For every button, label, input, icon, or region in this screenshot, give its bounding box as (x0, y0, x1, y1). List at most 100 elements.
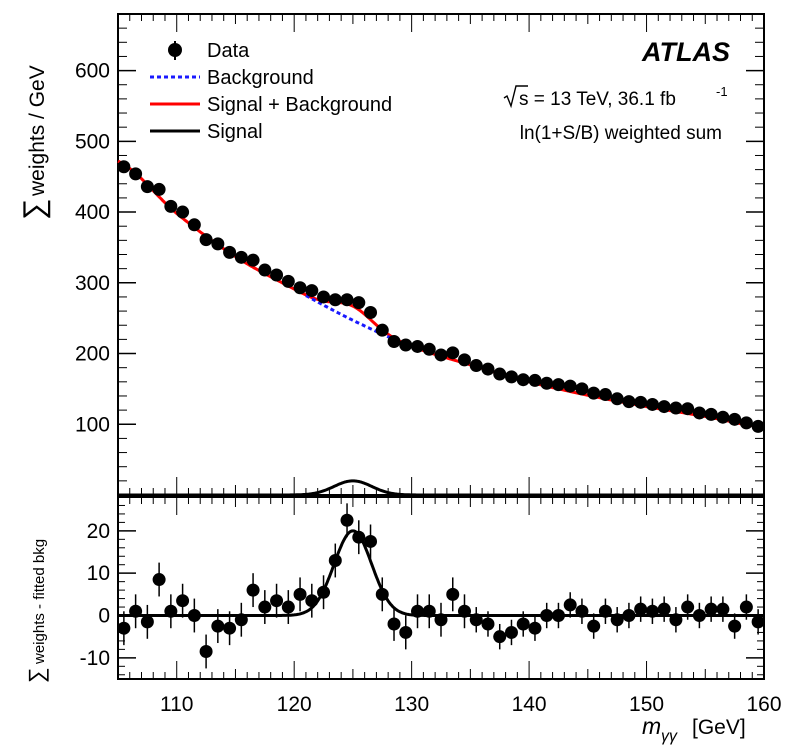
residual-y-axis-title: ∑ weights - fitted bkg (24, 539, 49, 683)
residual-point (199, 644, 213, 658)
residual-point (716, 602, 730, 616)
residual-point (681, 600, 695, 614)
x-axis-title: m γγ [GeV] (642, 713, 746, 745)
residual-point (575, 604, 589, 618)
residual-y-tick-label: 20 (87, 520, 110, 543)
main-axis-ticks: 100 200 300 400 500 600 (75, 14, 765, 495)
legend: Data Background Signal + Background Sign… (150, 40, 392, 143)
residual-point (551, 609, 565, 623)
data-point (446, 346, 460, 360)
data-point (681, 402, 695, 416)
legend-background-label: Background (207, 67, 314, 89)
x-axis-symbol: m (642, 713, 661, 739)
x-tick-label: 120 (277, 693, 312, 716)
residual-point (422, 604, 436, 618)
data-point (528, 373, 542, 387)
residual-point (516, 617, 530, 631)
x-tick-label: 160 (746, 693, 781, 716)
residual-point (317, 585, 331, 599)
residual-y-tick-label: 10 (87, 562, 110, 585)
data-point (375, 323, 389, 337)
data-point (657, 400, 671, 414)
data-point (457, 353, 471, 367)
residual-curves (118, 529, 764, 617)
residual-point (364, 534, 378, 548)
data-point (704, 407, 718, 421)
data-point (293, 281, 307, 295)
signal-plus-background-curve (117, 159, 765, 429)
residual-point (504, 625, 518, 639)
residual-point (234, 613, 248, 627)
data-point (493, 367, 507, 381)
residual-point (493, 630, 507, 644)
data-point (223, 245, 237, 259)
data-point (258, 263, 272, 277)
residual-point (281, 600, 295, 614)
residual-signal-curve (118, 529, 764, 617)
data-point (540, 376, 554, 390)
residual-axis-ticks: -10 0 10 20 110 120 130 140 150 160 (80, 497, 782, 716)
residual-point (176, 594, 190, 608)
residual-point (704, 602, 718, 616)
residual-y-sum-symbol: ∑ (24, 667, 49, 683)
main-y-sum-symbol: ∑ (18, 199, 51, 220)
residual-point (669, 613, 683, 627)
energy-lumi-text: s = 13 TeV, 36.1 fb (519, 89, 676, 110)
residual-point (610, 613, 624, 627)
main-y-tick-label: 200 (75, 343, 110, 366)
residual-point (258, 600, 272, 614)
data-point (352, 296, 366, 310)
residual-point (411, 604, 425, 618)
residual-point (211, 619, 225, 633)
legend-data-marker (168, 43, 182, 57)
main-y-tick-label: 300 (75, 272, 110, 295)
residual-point (481, 617, 495, 631)
main-y-label-text: weights / GeV (26, 65, 49, 197)
residual-point (187, 609, 201, 623)
data-point (610, 392, 624, 406)
data-point (140, 180, 154, 194)
residual-point (164, 604, 178, 618)
x-tick-label: 110 (160, 693, 193, 716)
data-point (176, 205, 190, 219)
main-curves (117, 159, 765, 497)
residual-point (728, 619, 742, 633)
residual-panel-frame (117, 496, 765, 680)
residual-point (387, 617, 401, 631)
data-point (422, 342, 436, 356)
data-point (364, 306, 378, 320)
data-point (481, 362, 495, 376)
residual-y-label-text: weights - fitted bkg (31, 539, 48, 665)
signal-curve (118, 479, 764, 497)
residual-y-tick-label: 0 (98, 605, 110, 628)
main-y-axis-title: ∑ weights / GeV (18, 65, 51, 220)
data-point (716, 410, 730, 424)
data-point (563, 379, 577, 393)
data-point (728, 412, 742, 426)
legend-signal-label: Signal (207, 121, 263, 143)
energy-lumi-label: s = 13 TeV, 36.1 fb -1 (503, 84, 728, 110)
residual-point (634, 602, 648, 616)
x-tick-label: 150 (629, 693, 664, 716)
data-point (622, 395, 636, 409)
residual-point (587, 619, 601, 633)
data-point (469, 359, 483, 373)
x-axis-subscript: γγ (661, 728, 678, 745)
data-point (129, 167, 143, 181)
main-y-tick-label: 500 (75, 130, 110, 153)
data-point (669, 401, 683, 415)
residual-data-points (117, 503, 765, 669)
data-point (504, 370, 518, 384)
residual-point (246, 583, 260, 597)
data-point (645, 397, 659, 411)
data-point (117, 160, 131, 174)
data-point (387, 335, 401, 349)
residual-point (117, 621, 131, 635)
residual-point (598, 604, 612, 618)
residual-point (340, 513, 354, 527)
residual-point (293, 587, 307, 601)
data-point (211, 237, 225, 251)
data-point (634, 395, 648, 409)
residual-point (223, 621, 237, 635)
